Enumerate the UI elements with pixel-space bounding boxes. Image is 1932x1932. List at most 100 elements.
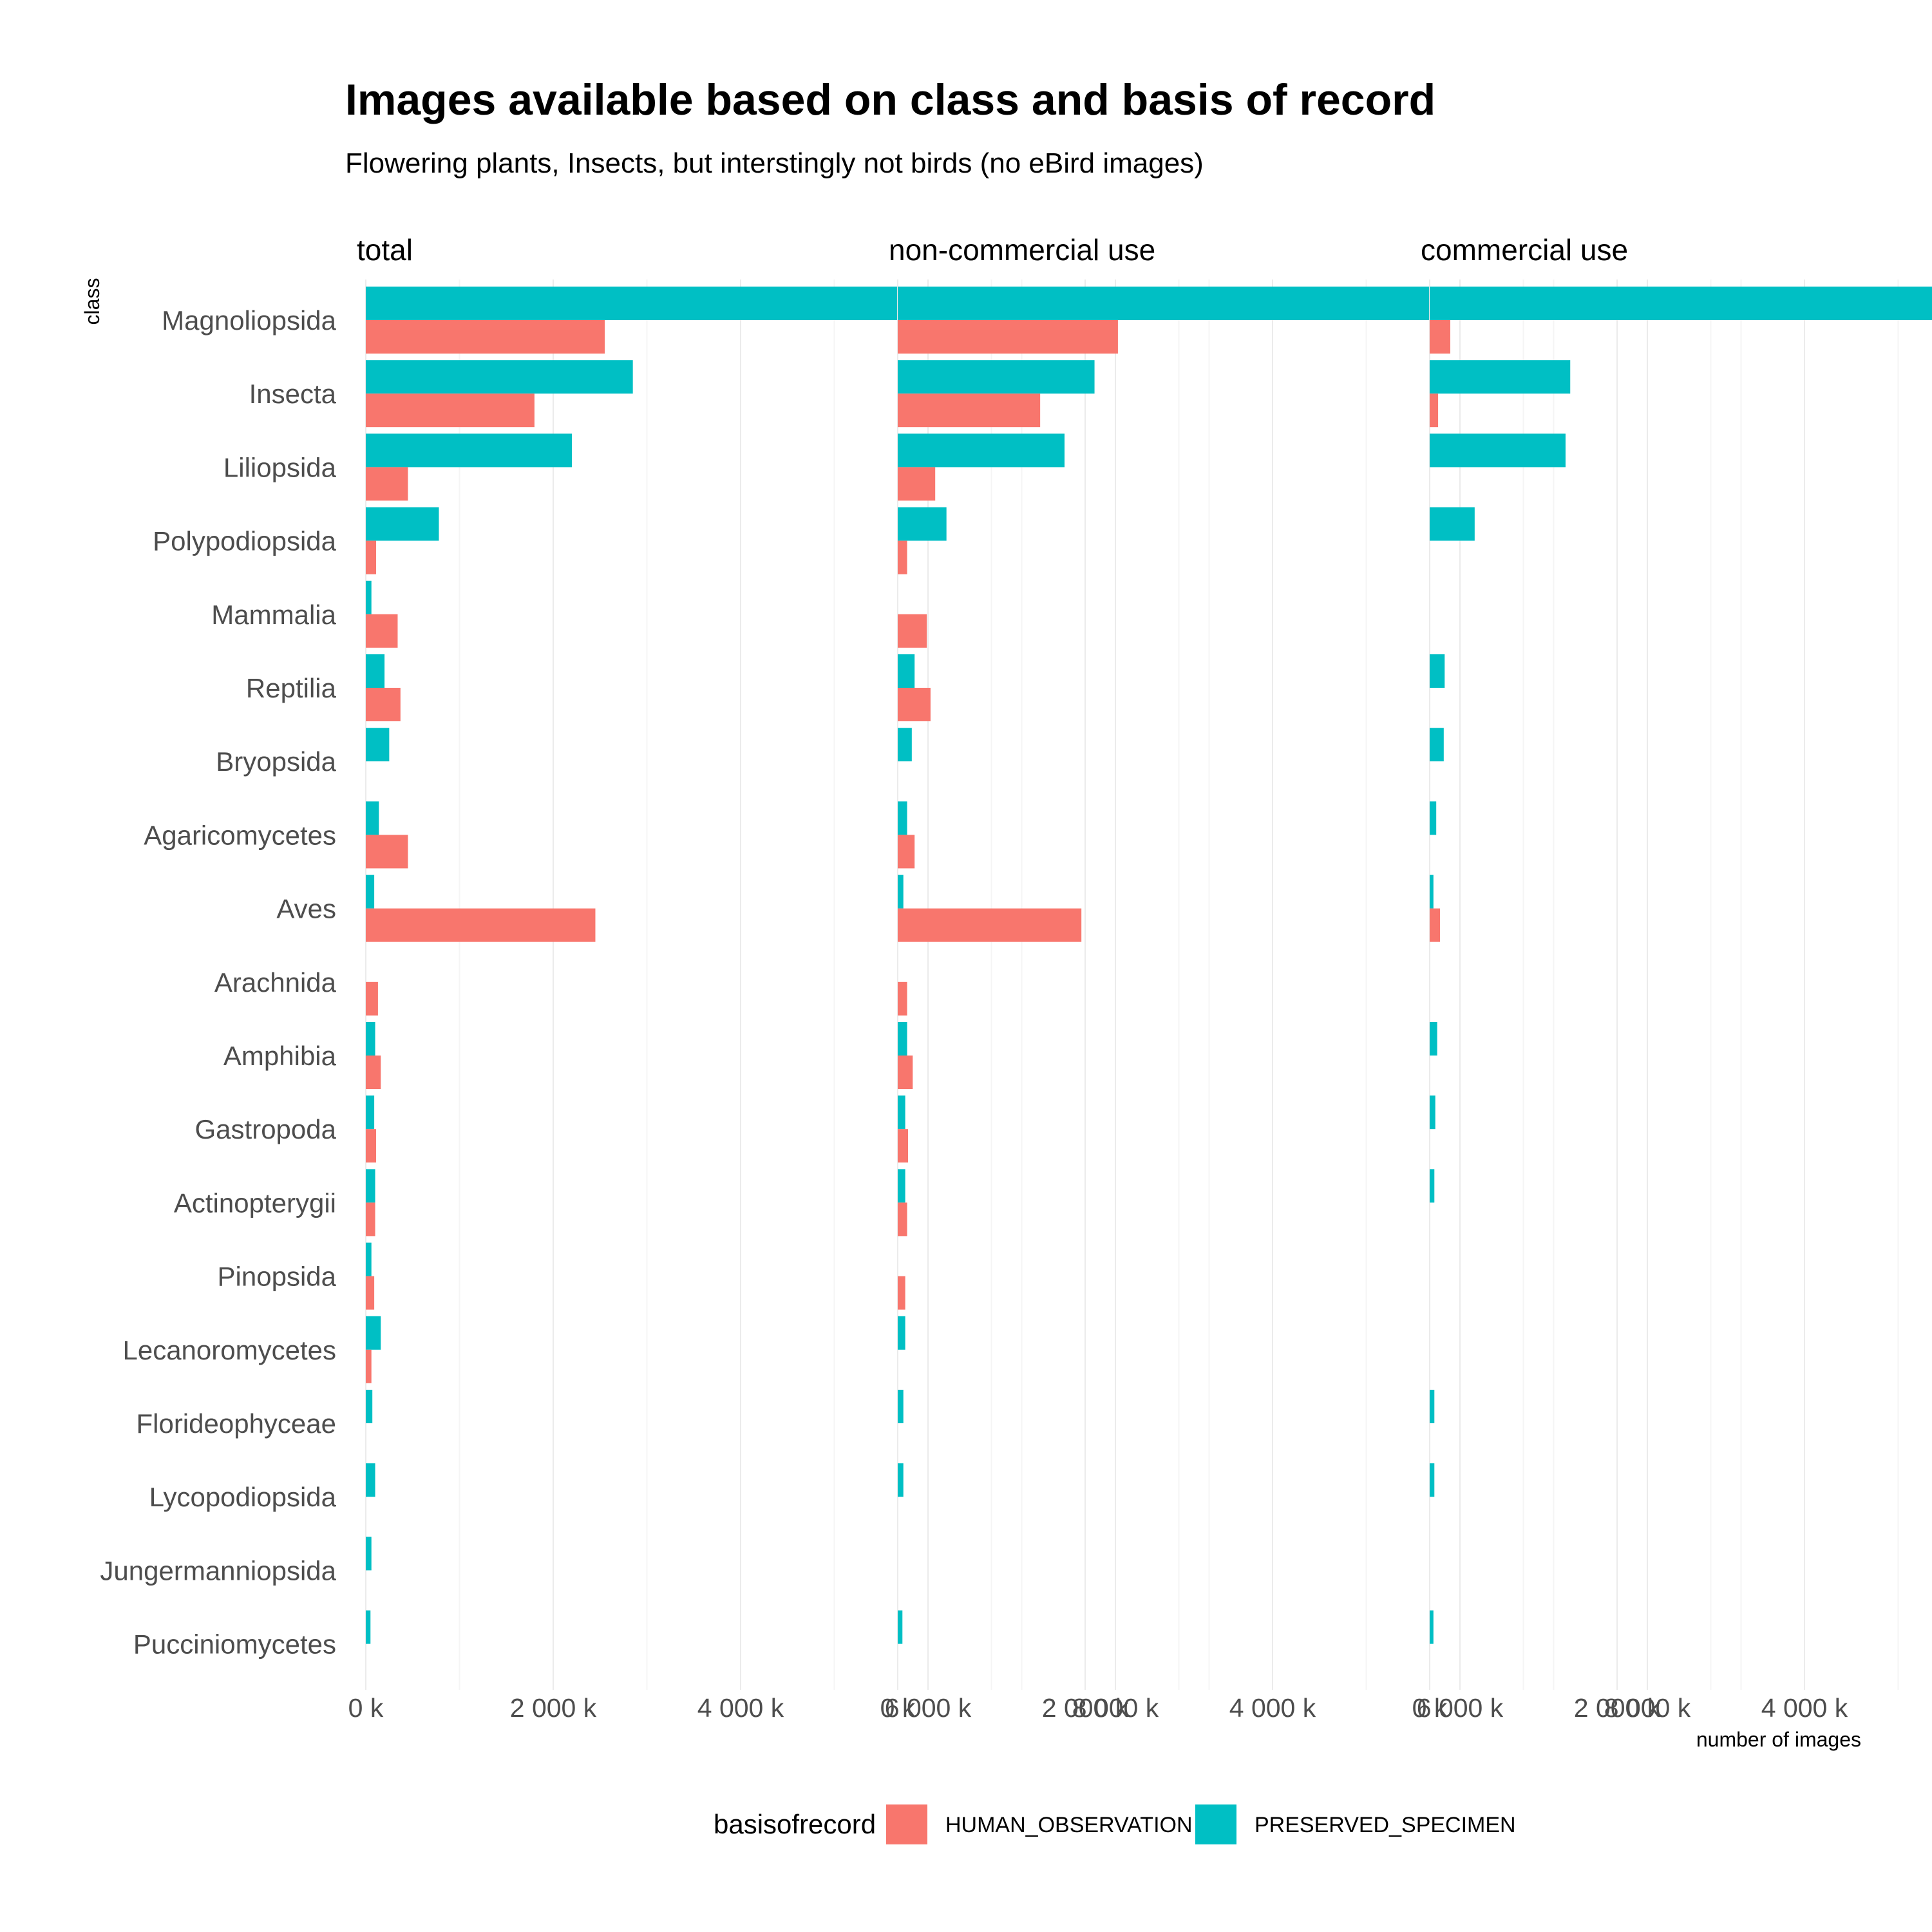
y-axis-title: class [80, 278, 104, 325]
chart-title: Images available based on class and basi… [345, 75, 1435, 124]
bar-preserved-specimen [366, 360, 633, 394]
bar-human-observation [366, 1276, 375, 1310]
category-label: Aves [276, 894, 336, 924]
category-label: Insecta [249, 379, 337, 409]
bar-human-observation [366, 614, 398, 648]
bar-preserved-specimen [898, 507, 947, 541]
bar-preserved-specimen [1430, 1169, 1435, 1203]
bar-human-observation [366, 1056, 381, 1089]
bar-preserved-specimen [1430, 728, 1444, 762]
bar-preserved-specimen [366, 1463, 375, 1497]
bar-human-observation [366, 320, 605, 354]
category-label: Arachnida [214, 967, 337, 998]
bar-preserved-specimen [366, 1022, 375, 1056]
bar-human-observation [366, 1349, 372, 1383]
category-label: Actinopterygii [174, 1188, 336, 1218]
x-tick-label: 2 000 k [510, 1693, 597, 1723]
x-tick-label: 4 000 k [1761, 1693, 1848, 1723]
bar-preserved-specimen [366, 507, 439, 541]
x-axis-title: number of images [1696, 1728, 1861, 1751]
bar-preserved-specimen [1430, 360, 1571, 394]
bar-preserved-specimen [1430, 433, 1566, 468]
bar-human-observation [898, 688, 931, 721]
category-label: Agaricomycetes [144, 820, 336, 850]
bar-preserved-specimen [366, 580, 372, 614]
bar-preserved-specimen [366, 654, 385, 688]
bar-human-observation [898, 981, 907, 1016]
category-label: Lecanoromycetes [122, 1335, 336, 1365]
bar-preserved-specimen [366, 1316, 381, 1350]
bar-preserved-specimen [1430, 875, 1434, 909]
bar-human-observation [366, 835, 408, 869]
bar-preserved-specimen [898, 728, 912, 762]
bar-preserved-specimen [1430, 1022, 1437, 1056]
category-label: Gastropoda [195, 1114, 337, 1144]
bar-preserved-specimen [898, 1463, 904, 1497]
category-label: Florideophyceae [136, 1408, 336, 1439]
bar-human-observation [898, 320, 1118, 354]
bar-human-observation [898, 1056, 913, 1089]
category-label: Pucciniomycetes [133, 1629, 336, 1660]
bar-preserved-specimen [898, 360, 1095, 394]
bar-preserved-specimen [366, 1610, 371, 1644]
category-label: Jungermanniopsida [100, 1555, 336, 1586]
chart-subtitle: Flowering plants, Insects, but interstin… [345, 147, 1204, 179]
bar-preserved-specimen [898, 1390, 904, 1423]
bar-human-observation [898, 835, 915, 869]
bar-preserved-specimen [898, 1316, 905, 1350]
facet-panel: commercial use 0 k 2 000 k 4 000 k 6 000 k 8 … [1412, 233, 1932, 1723]
bar-preserved-specimen [366, 728, 390, 762]
category-label: Amphibia [223, 1041, 337, 1071]
bar-human-observation [366, 467, 408, 501]
x-tick-label: 4 000 k [1229, 1693, 1316, 1723]
bar-human-observation [898, 1202, 907, 1236]
facet-title: commercial use [1421, 233, 1628, 267]
x-tick-label: 2 000 k [1574, 1693, 1661, 1723]
x-tick-label: 0 k [1412, 1693, 1448, 1723]
category-label: Mammalia [211, 600, 336, 630]
x-tick-label: 6 000 k [885, 1693, 972, 1723]
bar-human-observation [898, 540, 907, 574]
legend-title: basisofrecord [714, 1809, 876, 1839]
bar-human-observation [366, 1202, 375, 1236]
x-tick-label: 0 k [880, 1693, 916, 1723]
bar-preserved-specimen [898, 1022, 907, 1056]
bar-human-observation [366, 393, 535, 428]
x-tick-label: 8 000 k [1072, 1693, 1159, 1723]
bar-preserved-specimen [1430, 1095, 1435, 1130]
category-label: Reptilia [246, 673, 337, 703]
facet-title: non-commercial use [889, 233, 1155, 267]
bar-preserved-specimen [366, 875, 375, 909]
bar-preserved-specimen [1430, 507, 1475, 541]
bar-preserved-specimen [366, 1242, 372, 1276]
category-label: Lycopodiopsida [149, 1482, 337, 1512]
x-tick-label: 2 000 k [1042, 1693, 1129, 1723]
category-label: Polypodiopsida [153, 526, 337, 556]
bar-human-observation [366, 1129, 377, 1163]
bar-human-observation [1430, 393, 1439, 428]
bar-human-observation [898, 467, 936, 501]
bar-preserved-specimen [366, 1537, 372, 1571]
bar-human-observation [898, 1129, 909, 1163]
facet-panel: non-commercial use 0 k 2 000 k 4 000 k 6 000… [880, 233, 1742, 1723]
bar-human-observation [366, 908, 596, 942]
x-tick-label: 8 000 k [1604, 1693, 1691, 1723]
bar-preserved-specimen [1430, 654, 1445, 688]
bar-preserved-specimen [1430, 801, 1437, 835]
bar-human-observation [366, 540, 377, 574]
category-label: Pinopsida [218, 1262, 337, 1292]
legend: basisofrecord HUMAN_OBSERVATION PRESERVE… [714, 1804, 1516, 1844]
facet-title: total [357, 233, 413, 267]
bar-human-observation [1430, 908, 1441, 942]
bar-preserved-specimen [898, 1095, 905, 1130]
bar-preserved-specimen [1430, 1463, 1435, 1497]
legend-label-human-observation: HUMAN_OBSERVATION [945, 1813, 1193, 1837]
bar-human-observation [366, 981, 378, 1016]
bar-preserved-specimen [366, 1095, 375, 1130]
bar-human-observation [898, 908, 1082, 942]
x-tick-label: 0 k [348, 1693, 384, 1723]
bar-preserved-specimen [898, 433, 1065, 468]
bar-preserved-specimen [1430, 287, 1932, 320]
bar-human-observation [366, 688, 401, 721]
